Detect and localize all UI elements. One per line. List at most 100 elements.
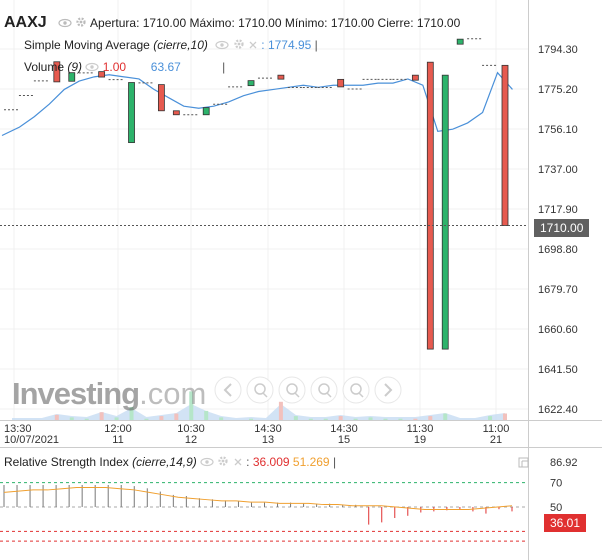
eye-icon[interactable] bbox=[200, 456, 214, 470]
x-tick-time: 12:00 bbox=[104, 423, 132, 435]
price-tag: 1710.00 bbox=[534, 219, 590, 237]
ohlc-values: Apertura: 1710.00 Máximo: 1710.00 Mínimo… bbox=[90, 16, 461, 30]
candle-down[interactable] bbox=[426, 61, 434, 350]
candle-up[interactable] bbox=[202, 107, 210, 116]
volume-bar bbox=[219, 417, 224, 420]
volume-header: Volume (9) 1.00 63.67 | bbox=[24, 60, 226, 75]
volume-bar bbox=[204, 410, 209, 420]
nav-glyph-handle bbox=[294, 392, 300, 398]
volume-params: (9) bbox=[67, 60, 83, 74]
y-tick-label: 1679.70 bbox=[538, 284, 578, 296]
y-tick-label: 1698.80 bbox=[538, 244, 578, 256]
x-tick-date: 15 bbox=[338, 434, 350, 446]
sma-params: (cierre,10) bbox=[153, 38, 208, 52]
chevron-right-icon[interactable] bbox=[374, 376, 402, 404]
y-tick-label: 1756.10 bbox=[538, 124, 578, 136]
volume-area bbox=[12, 404, 505, 420]
nav-glyph bbox=[254, 383, 266, 395]
volume-bar bbox=[189, 391, 194, 420]
investing-watermark: Investing.com bbox=[12, 376, 206, 412]
candle-up[interactable] bbox=[247, 80, 255, 87]
eye-icon[interactable] bbox=[215, 39, 229, 53]
candle-down[interactable] bbox=[98, 71, 106, 78]
volume-bar bbox=[114, 417, 119, 420]
chevron-right-glyph bbox=[384, 383, 393, 397]
rsi-label: Relative Strength Index bbox=[4, 455, 129, 469]
sma-header: Simple Moving Average (cierre,10) : 1774… bbox=[24, 38, 318, 53]
y-tick-label: 1794.30 bbox=[538, 44, 578, 56]
candle-up[interactable] bbox=[456, 38, 464, 45]
candle-down[interactable] bbox=[277, 74, 285, 80]
x-tick-date: 19 bbox=[414, 434, 426, 446]
reset-icon[interactable] bbox=[310, 376, 338, 404]
volume-bar bbox=[398, 418, 403, 420]
y-tick-label: 1775.20 bbox=[538, 84, 578, 96]
x-tick-time: 11:00 bbox=[483, 423, 510, 435]
sma-label: Simple Moving Average bbox=[24, 38, 150, 52]
close-icon[interactable] bbox=[248, 39, 258, 53]
x-tick-time: 11:30 bbox=[407, 423, 434, 435]
volume-bar bbox=[488, 416, 493, 420]
rsi-header: Relative Strength Index (cierre,14,9) : … bbox=[4, 455, 337, 470]
volume-bar bbox=[323, 418, 328, 420]
magnet-icon[interactable] bbox=[342, 376, 370, 404]
maximize-icon[interactable] bbox=[518, 456, 530, 474]
candle-up[interactable] bbox=[68, 72, 76, 82]
volume-bar bbox=[84, 418, 89, 420]
x-tick-date: 13 bbox=[262, 434, 274, 446]
gear-icon[interactable] bbox=[217, 455, 229, 470]
zoom-in-icon[interactable] bbox=[246, 376, 274, 404]
candle-up[interactable] bbox=[128, 82, 135, 144]
volume-bar bbox=[413, 418, 418, 420]
rsi-y-tick-label: 86.92 bbox=[550, 457, 578, 469]
gear-icon[interactable] bbox=[233, 38, 245, 53]
rsi-signal-line bbox=[3, 486, 513, 510]
zoom-out-icon[interactable] bbox=[278, 376, 306, 404]
candle-up[interactable] bbox=[441, 74, 449, 350]
volume-bar bbox=[54, 414, 59, 420]
volume-bar bbox=[443, 413, 448, 420]
watermark-suffix: .com bbox=[139, 376, 207, 411]
rsi-y-tick-label: 70 bbox=[550, 478, 562, 490]
y-tick-label: 1737.00 bbox=[538, 164, 578, 176]
candle-down[interactable] bbox=[337, 78, 345, 88]
candle-down[interactable] bbox=[172, 110, 180, 116]
sma-line bbox=[1, 71, 513, 137]
volume-bar bbox=[383, 418, 388, 420]
rsi-params: (cierre,14,9) bbox=[132, 455, 197, 469]
x-tick-date: 11 bbox=[112, 434, 123, 446]
candle-down[interactable] bbox=[157, 84, 165, 112]
nav-glyph-handle bbox=[326, 392, 332, 398]
x-tick-date: 21 bbox=[490, 434, 502, 446]
volume-bar bbox=[353, 418, 358, 420]
candle-down[interactable] bbox=[53, 61, 61, 83]
y-tick-label: 1641.50 bbox=[538, 364, 578, 376]
volume-bar bbox=[428, 416, 433, 420]
chevron-left-icon[interactable] bbox=[214, 376, 242, 404]
eye-icon[interactable] bbox=[85, 61, 99, 75]
candle-down[interactable] bbox=[501, 64, 509, 226]
volume-bar bbox=[278, 401, 283, 420]
candle-down[interactable] bbox=[411, 74, 419, 81]
x-tick-date: 12 bbox=[185, 434, 197, 446]
gear-icon[interactable] bbox=[75, 16, 87, 31]
volume-bar bbox=[174, 413, 179, 420]
eye-icon[interactable] bbox=[58, 17, 72, 31]
y-tick-label: 1717.90 bbox=[538, 204, 578, 216]
ohlc-header: AAXJ Apertura: 1710.00 Máximo: 1710.00 M… bbox=[4, 14, 460, 32]
volume-value-blue: 63.67 bbox=[150, 60, 181, 74]
volume-bar bbox=[503, 413, 507, 420]
nav-glyph-handle bbox=[358, 392, 364, 398]
volume-bar bbox=[159, 416, 164, 420]
volume-bar bbox=[249, 418, 254, 420]
volume-value-red: 1.00 bbox=[102, 60, 127, 74]
volume-label: Volume bbox=[24, 60, 65, 74]
x-tick-time: 10:30 bbox=[177, 423, 205, 435]
close-icon[interactable] bbox=[233, 456, 243, 470]
x-tick-time: 14:30 bbox=[330, 423, 358, 435]
rsi-y-tick-label: 50 bbox=[550, 502, 562, 514]
nav-glyph bbox=[318, 383, 330, 395]
chevron-left-glyph bbox=[223, 383, 232, 397]
